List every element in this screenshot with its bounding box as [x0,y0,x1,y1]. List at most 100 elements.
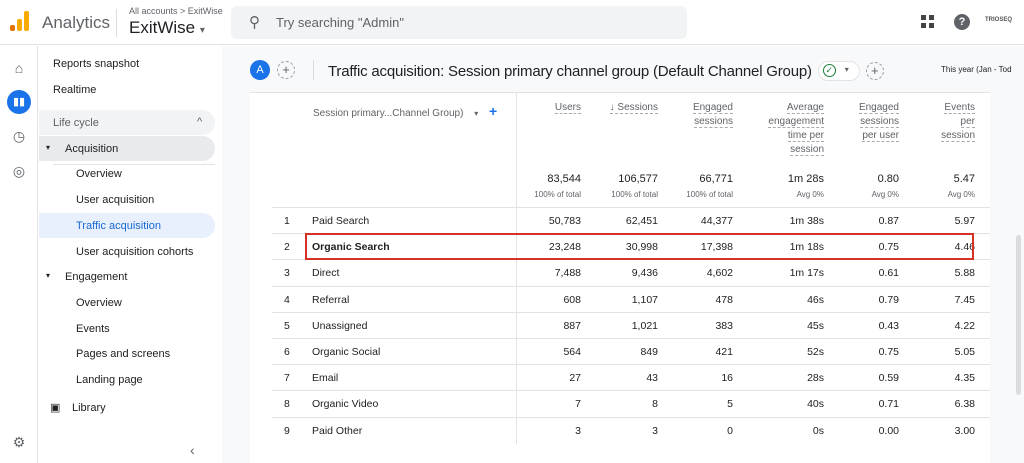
row-value: 9,436 [631,267,658,280]
property-name: ExitWise [129,18,196,37]
row-value: 23,248 [548,241,581,254]
check-circle-icon: ✓ [822,64,836,77]
reports-icon[interactable]: ▮▮ [7,90,31,114]
sidebar-item-pages-and-screens[interactable]: Pages and screens [76,348,171,360]
row-value: 6.38 [954,398,975,411]
home-icon[interactable]: ⌂ [14,60,24,76]
table-row[interactable]: 8 Organic Video 7 8 5 40s 0.71 6.38 [272,390,990,416]
caret-down-icon: ▾ [199,25,205,36]
row-value: 0 [727,424,733,437]
row-value: 4.22 [954,319,975,332]
column-header[interactable]: Events per session [905,101,975,143]
caret-down-icon: ▾ [844,65,849,74]
row-value: 0.87 [878,215,899,227]
account-avatar[interactable]: TRIOSEQ [985,17,1013,23]
add-dimension-icon[interactable]: + [489,103,498,119]
column-total-sub: Avg 0% [871,190,899,199]
row-value: 46s [807,293,824,306]
explore-icon[interactable]: ◷ [12,128,26,144]
search-input[interactable]: ⚲ Try searching "Admin" [231,6,687,39]
table-row[interactable]: 6 Organic Social 564 849 421 52s 0.75 5.05 [272,338,990,364]
row-value: 383 [715,319,733,332]
sidebar-item-engagement[interactable]: Engagement [65,271,128,283]
sidebar-item-realtime[interactable]: Realtime [53,84,97,96]
row-value: 0.00 [878,424,899,437]
help-icon[interactable]: ? [954,14,970,30]
row-value: 43 [646,372,658,385]
report-status-dropdown[interactable]: ✓ ▾ [817,61,860,81]
date-range-picker[interactable]: This year (Jan - Tod [941,65,1012,74]
row-value: 564 [563,346,581,358]
row-value: 5 [727,398,733,411]
chevron-up-icon[interactable]: ^ [197,116,203,128]
settings-icon[interactable]: ⚙ [12,434,26,450]
row-value: 44,377 [700,215,733,227]
table-row[interactable]: 4 Referral 608 1,107 478 46s 0.79 7.45 [272,285,990,312]
sidebar-item-acquisition-label: Acquisition [65,143,119,155]
sidebar-item-traffic-acquisition[interactable] [39,213,215,238]
sidebar-item-landing-page[interactable]: Landing page [76,374,143,386]
table-row[interactable]: 5 Unassigned 887 1,021 383 45s 0.43 4.22 [272,311,990,338]
sidebar-item-user-acquisition-cohorts[interactable]: User acquisition cohorts [76,246,194,258]
apps-grid-icon[interactable] [921,15,934,28]
page-header: Traffic acquisition: Session primary cha… [328,58,934,84]
sidebar-item-library[interactable]: Library [72,402,106,414]
column-total: 1m 28s [787,173,824,185]
sidebar-item-reports-snapshot[interactable]: Reports snapshot [53,58,140,70]
row-value: 0.43 [878,319,899,332]
advertising-icon[interactable]: ◎ [12,163,26,179]
row-value: 17,398 [700,241,733,254]
divider [116,9,117,37]
table-row[interactable]: 9 Paid Other 3 3 0 0s 0.00 3.00 [272,416,990,443]
row-value: 1m 17s [789,267,824,280]
sidebar-item-events[interactable]: Events [76,323,110,335]
sidebar-item-user-acquisition[interactable]: User acquisition [76,194,155,206]
column-total-sub: 100% of total [611,190,658,199]
comparison-avatar[interactable]: A [250,60,270,80]
section-life-cycle[interactable] [39,110,215,135]
sidebar-item-eng-overview[interactable]: Overview [76,297,122,309]
column-total-sub: 100% of total [534,190,581,199]
column-header-line: per [960,116,975,128]
scrollbar[interactable] [1016,235,1021,395]
sidebar-item-acquisition[interactable] [39,136,215,161]
row-value: 1,021 [631,319,658,332]
sidebar-item-overview[interactable]: Overview [76,168,122,180]
column-header[interactable]: ↓ Sessions [588,101,658,115]
row-value: 4.35 [954,372,975,385]
table-row[interactable]: 1 Paid Search 50,783 62,451 44,377 1m 38s 0.87… [272,207,990,233]
column-header[interactable]: Engaged sessions [663,101,733,129]
row-value: 27 [569,372,581,385]
row-dimension: Paid Search [312,215,370,227]
caret-down-icon: ▾ [46,271,51,280]
breadcrumb[interactable]: All accounts > ExitWise [129,6,223,16]
column-total-sub: Avg 0% [947,190,975,199]
row-value: 0.75 [878,346,899,358]
column-header-line: Engaged [692,102,733,114]
table-row[interactable]: 3 Direct 7,488 9,436 4,602 1m 17s 0.61 5.88 [272,259,990,285]
row-value: 0.79 [878,293,899,306]
sidebar: Reports snapshot Realtime Life cycle ^ ▾… [39,46,222,463]
search-placeholder: Try searching "Admin" [276,15,404,30]
column-header[interactable]: Users [511,101,581,115]
row-value: 62,451 [625,215,658,227]
column-header[interactable]: Engaged sessions per user [829,101,899,143]
table-row[interactable]: 7 Email 27 43 16 28s 0.59 4.35 [272,364,990,390]
row-value: 0.75 [878,241,899,254]
add-icon[interactable]: + [865,62,884,80]
row-value: 50,783 [548,215,581,227]
column-total: 0.80 [877,173,899,185]
row-index: 6 [284,346,290,358]
column-header[interactable]: Average engagement time per session [754,101,824,157]
add-comparison-icon[interactable]: + [277,61,295,79]
row-value: 8 [652,398,658,411]
search-icon: ⚲ [249,14,260,31]
column-header-line: Events [944,102,975,114]
collapse-sidebar-icon[interactable]: ‹ [190,442,195,458]
row-value: 0.59 [878,372,899,385]
row-index: 9 [284,424,290,437]
column-header-line: session [941,130,975,142]
property-selector[interactable]: ExitWise ▾ [129,18,205,38]
dimension-selector[interactable]: Session primary...Channel Group) ▾ + [313,103,497,119]
row-value: 887 [563,319,581,332]
